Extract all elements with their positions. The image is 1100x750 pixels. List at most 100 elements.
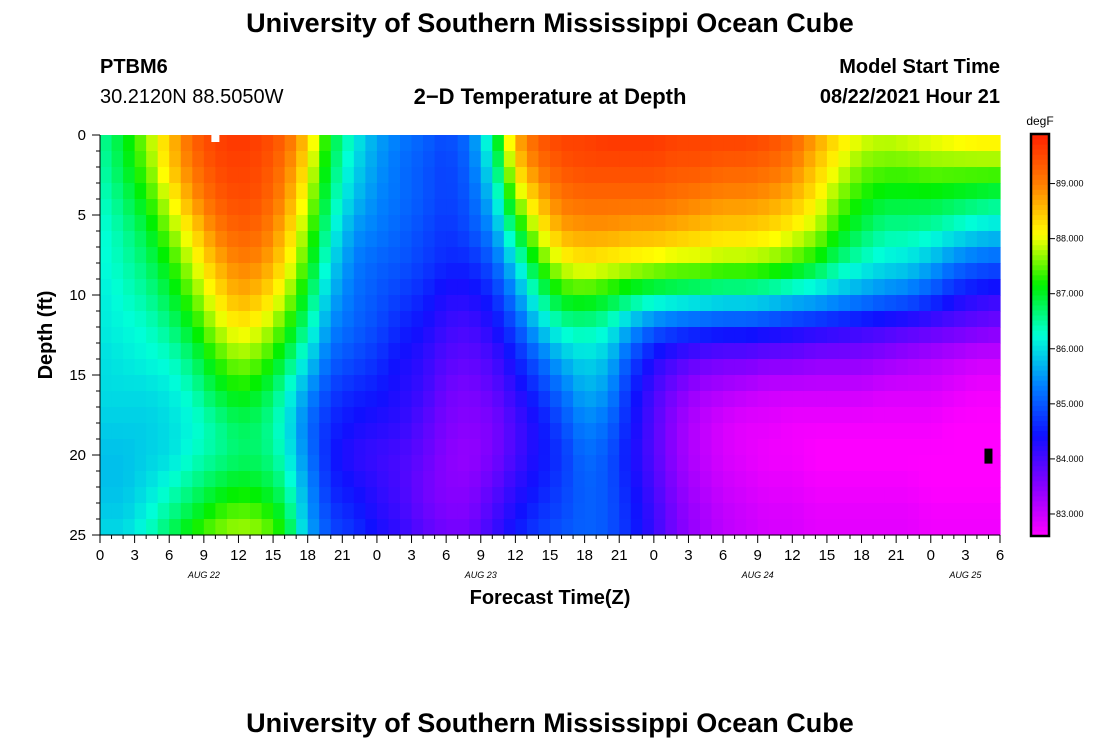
heatmap-cell <box>873 183 886 200</box>
heatmap-cell <box>665 231 678 248</box>
heatmap-cell <box>526 455 540 472</box>
heatmap-cell <box>238 135 251 152</box>
heatmap-cell <box>653 311 666 328</box>
heatmap-cell <box>815 167 828 184</box>
heatmap-cell <box>942 503 955 520</box>
heatmap-cell <box>273 311 286 328</box>
heatmap-cell <box>480 167 493 184</box>
heatmap-cell <box>134 407 147 424</box>
heatmap-cell <box>526 295 540 312</box>
heatmap-cell <box>330 375 343 392</box>
heatmap-cell <box>469 503 482 520</box>
colorbar-swatch <box>1031 470 1049 477</box>
heatmap-cell <box>503 167 516 184</box>
heatmap-cell <box>976 295 990 312</box>
heatmap-cell <box>250 327 263 344</box>
heatmap-cell <box>826 279 840 296</box>
heatmap-cell <box>203 471 216 488</box>
heatmap-cell <box>884 231 897 248</box>
colorbar-swatch <box>1031 234 1049 241</box>
heatmap-cell <box>457 215 470 232</box>
heatmap-cell <box>688 471 701 488</box>
heatmap-cell <box>250 135 263 152</box>
heatmap-cell <box>734 151 747 168</box>
heatmap-cell <box>988 503 1001 520</box>
heatmap-cell <box>550 247 563 264</box>
heatmap-cell <box>792 247 805 264</box>
heatmap-cell <box>619 311 632 328</box>
heatmap-cell <box>746 311 759 328</box>
heatmap-cell <box>780 439 793 456</box>
heatmap-cell <box>330 423 343 440</box>
heatmap-cell <box>307 247 320 264</box>
heatmap-cell <box>146 311 159 328</box>
heatmap-cell <box>838 423 851 440</box>
heatmap-cell <box>653 135 666 152</box>
heatmap-cell <box>561 471 574 488</box>
heatmap-cell <box>873 471 886 488</box>
heatmap-cell <box>792 471 805 488</box>
heatmap-cell <box>861 231 874 248</box>
heatmap-cell <box>676 183 690 200</box>
heatmap-cell <box>330 359 343 376</box>
heatmap-cell <box>296 487 309 504</box>
heatmap-cell <box>561 407 574 424</box>
heatmap-cell <box>942 407 955 424</box>
heatmap-cell <box>630 199 643 216</box>
heatmap-cell <box>226 487 240 504</box>
heatmap-cell <box>192 295 205 312</box>
heatmap-cell <box>400 455 413 472</box>
heatmap-cell <box>930 199 943 216</box>
heatmap-cell <box>976 311 990 328</box>
heatmap-cell <box>192 279 205 296</box>
heatmap-cell <box>688 231 701 248</box>
heatmap-cell <box>146 215 159 232</box>
heatmap-cell <box>988 247 1001 264</box>
heatmap-cell <box>723 503 736 520</box>
heatmap-cell <box>203 231 216 248</box>
heatmap-cell <box>203 151 216 168</box>
heatmap-cell <box>838 199 851 216</box>
heatmap-cell <box>273 215 286 232</box>
heatmap-cell <box>642 327 655 344</box>
heatmap-cell <box>550 295 563 312</box>
heatmap-cell <box>746 375 759 392</box>
heatmap-cell <box>365 263 378 280</box>
heatmap-cell <box>100 199 113 216</box>
heatmap-cell <box>296 199 309 216</box>
heatmap-cell <box>411 311 424 328</box>
heatmap-cell <box>284 359 297 376</box>
heatmap-cell <box>469 167 482 184</box>
heatmap-cell <box>296 183 309 200</box>
heatmap-cell <box>146 487 159 504</box>
heatmap-cell <box>676 503 690 520</box>
heatmap-cell <box>492 327 505 344</box>
heatmap-cell <box>584 199 597 216</box>
heatmap-cell <box>307 343 320 360</box>
heatmap-cell <box>480 311 493 328</box>
heatmap-cell <box>169 455 182 472</box>
heatmap-cell <box>815 295 828 312</box>
heatmap-cell <box>815 135 828 152</box>
heatmap-cell <box>700 183 713 200</box>
heatmap-cell <box>446 375 459 392</box>
heatmap-cell <box>746 423 759 440</box>
heatmap-cell <box>307 471 320 488</box>
heatmap-cell <box>861 519 874 536</box>
heatmap-cell <box>953 455 966 472</box>
heatmap-cell <box>192 487 205 504</box>
heatmap-cell <box>596 247 609 264</box>
heatmap-cell <box>411 471 424 488</box>
colorbar-swatch <box>1031 390 1049 396</box>
heatmap-cell <box>526 343 540 360</box>
heatmap-cell <box>365 471 378 488</box>
heatmap-cell <box>780 247 793 264</box>
heatmap-cell <box>376 151 390 168</box>
heatmap-cell <box>619 295 632 312</box>
heatmap-cell <box>180 343 193 360</box>
colorbar-swatch <box>1031 345 1049 351</box>
heatmap-cell <box>953 279 966 296</box>
heatmap-cell <box>780 295 793 312</box>
heatmap-cell <box>111 231 124 248</box>
heatmap-cell <box>607 455 620 472</box>
